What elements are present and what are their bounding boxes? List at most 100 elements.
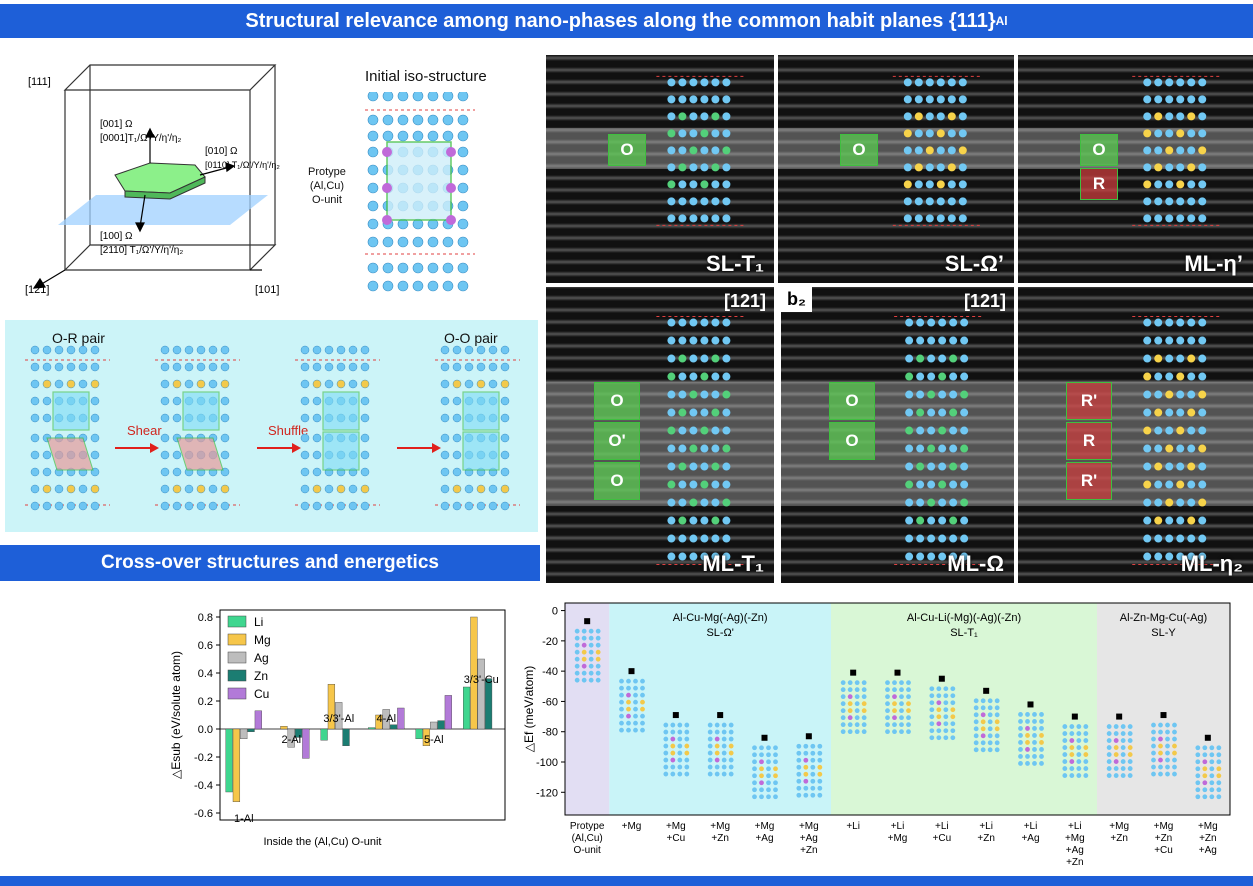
protype-label: Protype (Al,Cu) O-unit — [308, 165, 346, 207]
bar — [437, 720, 445, 730]
protype-line-1: Protype — [308, 166, 346, 178]
bar — [444, 695, 452, 730]
atom — [367, 280, 379, 292]
bar — [254, 710, 262, 730]
stem-image-5: R' R R' ML-η₂ — [1018, 287, 1253, 583]
category-label: O-unit — [574, 845, 601, 856]
stem-label-4: ML-Ω — [947, 551, 1004, 576]
stem-label-2: ML-η’ — [1184, 251, 1243, 276]
ytick-label: 0.6 — [198, 640, 213, 652]
zone-axis-index: [121] — [723, 291, 766, 311]
legend-label: Li — [254, 615, 263, 629]
zone-axis-index: [121] — [963, 291, 1006, 311]
stem-label-1: SL-Ω’ — [944, 251, 1004, 276]
legend-label: Zn — [254, 669, 268, 683]
zone-o: O — [594, 381, 640, 420]
stem-label-0: SL-T₁ — [706, 251, 764, 276]
atom — [382, 280, 394, 292]
atom — [412, 92, 424, 102]
crystal-schematic: [111] [001] Ω [0001]T₁/Ω'/Y/η'/η₂ [010] … — [25, 64, 280, 296]
atom — [442, 236, 454, 248]
category-label: 5-Al — [424, 734, 444, 746]
legend-swatch — [227, 651, 247, 664]
category-label: +Mg — [1065, 833, 1085, 844]
category-label: +Zn — [1110, 833, 1128, 844]
atom — [367, 114, 379, 126]
energy-point — [1116, 713, 1123, 720]
transform-panel — [5, 320, 538, 532]
energy-point — [938, 675, 945, 682]
atom — [457, 236, 469, 248]
legend-label: Cu — [254, 687, 269, 701]
category-label: +Ag — [800, 833, 818, 844]
dir-010-label: [010] Ω — [205, 146, 238, 157]
top-banner-sub: Al — [995, 14, 1008, 28]
energy-point — [1071, 713, 1078, 720]
category-label: +Mg — [755, 821, 775, 832]
group-subtitle: SL-Ω' — [706, 627, 733, 639]
ytick-label: 0.8 — [198, 612, 213, 624]
atom — [457, 130, 469, 142]
dir-0110-label: [0110] T₁/Ω'/Y/η'/η₂ — [205, 160, 280, 170]
ytick-label: 0 — [552, 606, 558, 618]
zone-rp: R' — [1066, 461, 1112, 500]
energy-point — [584, 618, 591, 625]
legend-swatch — [227, 615, 247, 628]
ytick-label: -20 — [542, 636, 558, 648]
zone-o: O — [594, 461, 640, 500]
y-axis-label: △Esub (eV/solute atom) — [169, 651, 183, 779]
ytick-label: -100 — [536, 757, 558, 769]
bottom-bar — [0, 876, 1253, 886]
atom — [412, 114, 424, 126]
legend-swatch — [227, 669, 247, 682]
energy-point — [672, 712, 679, 719]
energy-point — [850, 669, 857, 676]
category-label: (Al,Cu) — [572, 833, 603, 844]
bar — [225, 728, 233, 793]
energy-point — [983, 687, 990, 694]
legend-label: Mg — [254, 633, 271, 647]
atom — [457, 146, 469, 158]
energy-point — [717, 712, 724, 719]
top-banner: Structural relevance among nano-phases a… — [0, 4, 1253, 38]
zone-o: O — [608, 133, 646, 166]
category-label: +Li — [846, 821, 860, 832]
stem-image-2: O R ML-η’ — [1018, 55, 1253, 283]
category-label: +Zn — [711, 833, 729, 844]
category-label: +Ag — [755, 833, 773, 844]
ytick-label: -0.4 — [194, 780, 213, 792]
dir-001-label: [001] Ω — [100, 119, 133, 130]
bar — [240, 728, 248, 740]
atom — [457, 200, 469, 212]
bar — [397, 707, 405, 730]
zone-o: O — [1080, 133, 1118, 166]
group-subtitle: SL-Y — [1151, 627, 1176, 639]
middle-banner: Cross-over structures and energetics — [0, 545, 540, 581]
atom — [457, 218, 469, 230]
bar — [247, 728, 255, 732]
atom — [367, 218, 379, 230]
category-label: +Zn — [977, 833, 995, 844]
ytick-label: -0.2 — [194, 752, 213, 764]
legend-swatch — [227, 633, 247, 646]
stem-image-1: O SL-Ω’ — [778, 55, 1014, 283]
atom — [457, 280, 469, 292]
atom — [412, 262, 424, 274]
bar — [430, 721, 438, 730]
category-label: +Mg — [666, 821, 686, 832]
stem-image-3: O O' O ML-T₁ [121] — [546, 287, 774, 583]
ytick-label: -60 — [542, 696, 558, 708]
category-label: +Cu — [1154, 845, 1173, 856]
transform-diagram — [25, 345, 520, 511]
atom — [367, 262, 379, 274]
oo-pair-label: O-O pair — [444, 330, 498, 346]
atom — [442, 114, 454, 126]
atom — [367, 92, 379, 102]
dir-2110-label: [2110] T₁/Ω'/Y/η'/η₂ — [100, 245, 183, 256]
group-title: Al-Cu-Mg(-Ag)(-Zn) — [673, 612, 768, 624]
atom — [397, 114, 409, 126]
category-label: 2-Al — [281, 734, 301, 746]
atom — [442, 262, 454, 274]
zone-rp: R' — [1066, 381, 1112, 420]
bar — [382, 709, 390, 730]
